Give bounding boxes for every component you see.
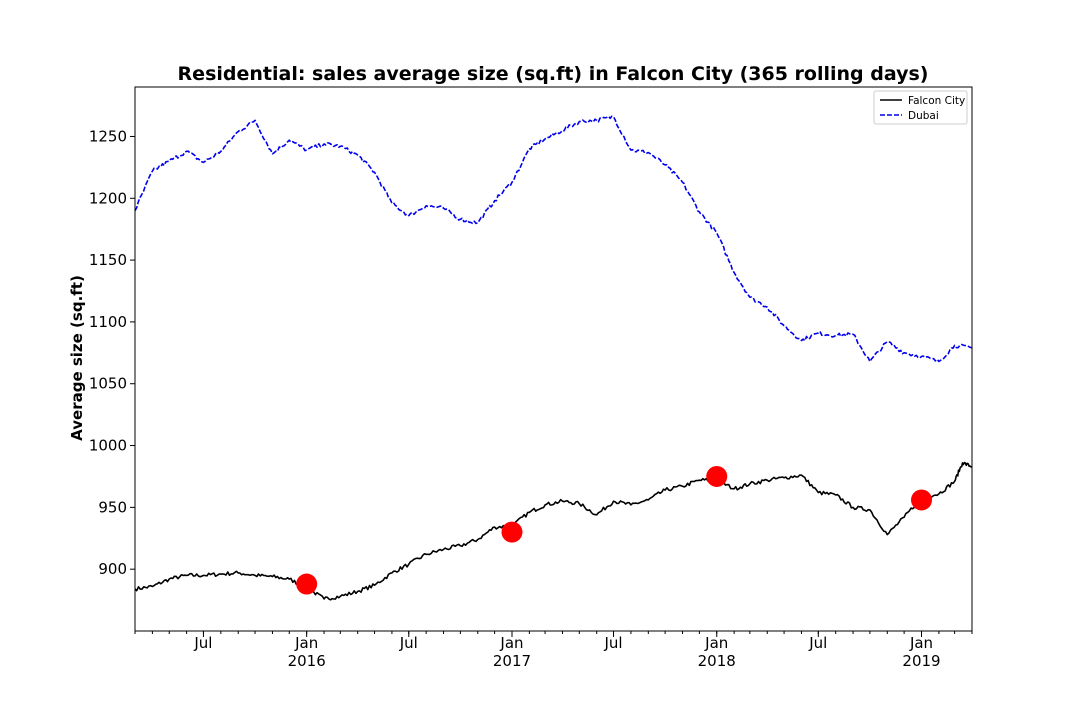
chart-title: Residential: sales average size (sq.ft) … (178, 63, 929, 85)
y-tick-label-1100: 1100 (89, 313, 127, 331)
highlight-marker-3 (706, 465, 728, 487)
x-tick-label-1: Jul (193, 634, 212, 652)
y-tick-label-1150: 1150 (89, 251, 127, 269)
y-tick-label-900: 900 (98, 560, 127, 578)
legend: Falcon City Dubai (873, 90, 968, 125)
series-line-falcon-city (134, 461, 973, 601)
y-tick-label-1050: 1050 (89, 375, 127, 393)
x-tick-year-2016: 2016 (288, 652, 326, 670)
y-tick-label-1000: 1000 (89, 437, 127, 455)
legend-label-falcon-city: Falcon City (908, 95, 965, 107)
x-tick-label-4: Jan (499, 634, 523, 652)
highlight-marker-1 (296, 573, 318, 595)
y-tick-label-950: 950 (98, 498, 127, 516)
x-tick-label-6: Jan (704, 634, 728, 652)
x-tick-label-3: Jul (399, 634, 418, 652)
x-tick-year-2018: 2018 (698, 652, 736, 670)
plot-area (134, 115, 973, 601)
y-tick-label-1200: 1200 (89, 189, 127, 207)
series-line-dubai (134, 115, 973, 363)
x-tick-label-5: Jul (603, 634, 622, 652)
x-tick-year-2019: 2019 (902, 652, 940, 670)
legend-label-dubai: Dubai (908, 110, 939, 122)
y-tick-label-1250: 1250 (89, 127, 127, 145)
x-tick-label-7: Jul (808, 634, 827, 652)
plot-frame (134, 86, 973, 632)
x-tick-label-8: Jan (909, 634, 933, 652)
y-axis-label: Average size (sq.ft) (68, 275, 86, 441)
highlight-marker-2 (501, 521, 523, 543)
x-tick-year-2017: 2017 (493, 652, 531, 670)
x-tick-label-2: Jan (294, 634, 318, 652)
highlight-marker-4 (911, 489, 933, 511)
